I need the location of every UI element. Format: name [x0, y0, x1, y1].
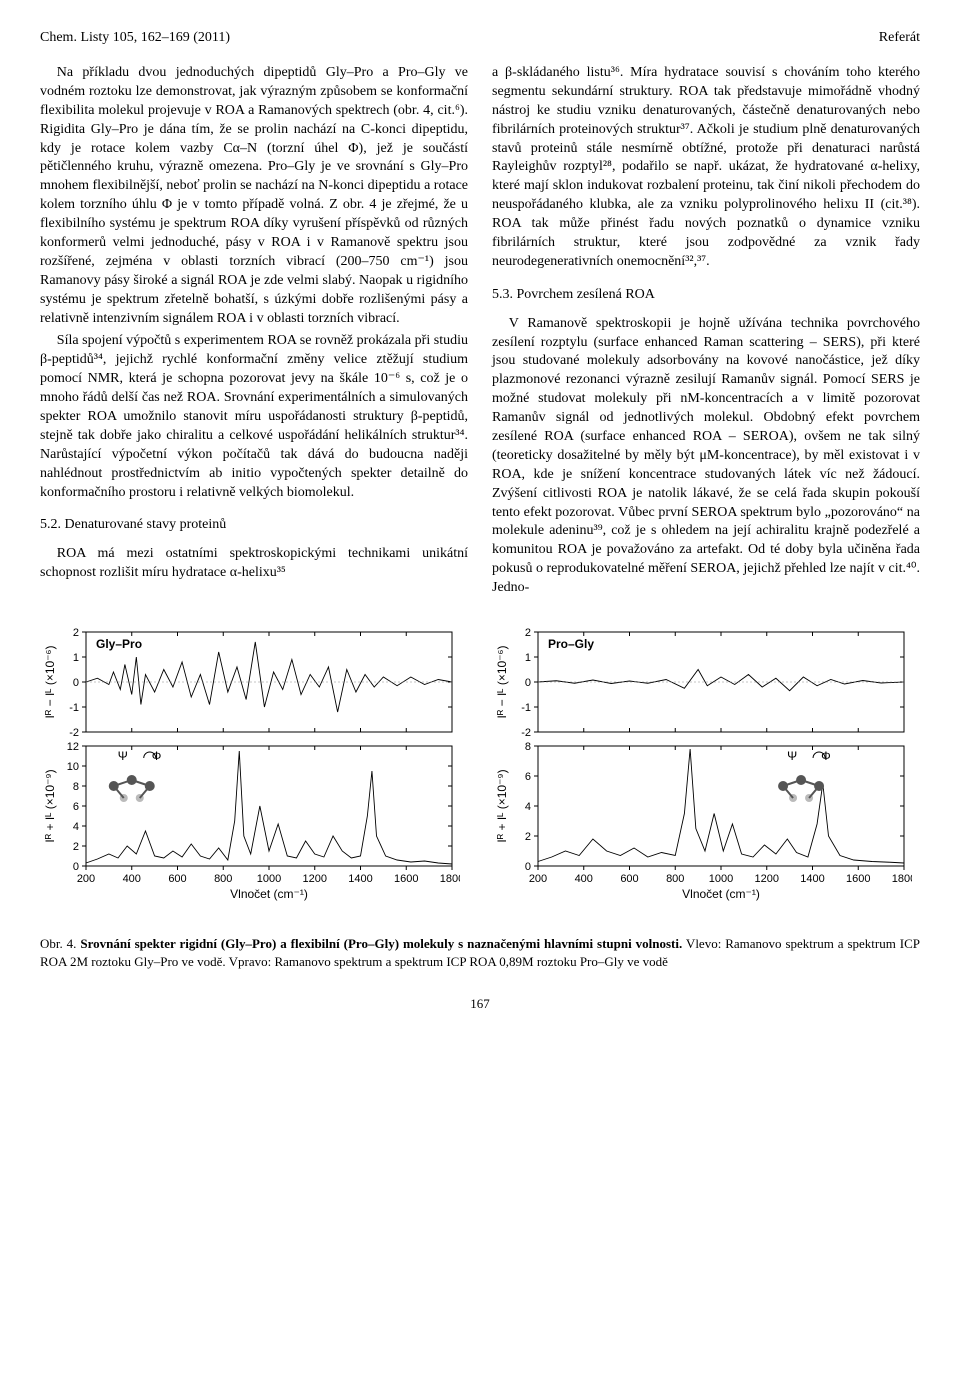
svg-text:800: 800: [666, 873, 684, 885]
section-heading-53: 5.3. Povrchem zesílená ROA: [492, 286, 920, 305]
svg-text:-2: -2: [69, 727, 79, 739]
para: a β-skládaného listu³⁶. Míra hydratace s…: [492, 64, 920, 272]
body-columns: Na příkladu dvou jednoduchých dipeptidů …: [40, 64, 920, 602]
svg-text:600: 600: [620, 873, 638, 885]
svg-text:1000: 1000: [709, 873, 733, 885]
caption-bold: Srovnání spekter rigidní (Gly–Pro) a fle…: [80, 936, 682, 951]
svg-text:Iᴿ − Iᴸ (×10⁻⁶): Iᴿ − Iᴸ (×10⁻⁶): [495, 646, 509, 719]
svg-text:Vlnočet (cm⁻¹): Vlnočet (cm⁻¹): [230, 887, 308, 901]
svg-text:200: 200: [77, 873, 95, 885]
svg-text:8: 8: [525, 741, 531, 753]
svg-text:0: 0: [525, 861, 531, 873]
chart-pro-gly: -2 -1 0 1 2 Iᴿ − Iᴸ (×10⁻⁶) Pro–Gly 0 2 4 6 8 Iᴿ + I…: [492, 626, 920, 921]
svg-text:0: 0: [73, 861, 79, 873]
svg-text:1200: 1200: [755, 873, 779, 885]
para: V Ramanově spektroskopii je hojně užíván…: [492, 315, 920, 598]
svg-text:1800: 1800: [892, 873, 912, 885]
svg-text:-2: -2: [521, 727, 531, 739]
svg-text:4: 4: [525, 801, 531, 813]
svg-text:Φ: Φ: [821, 749, 831, 763]
svg-text:1000: 1000: [257, 873, 281, 885]
svg-text:1600: 1600: [394, 873, 418, 885]
svg-text:Ψ: Ψ: [787, 749, 797, 763]
svg-text:800: 800: [214, 873, 232, 885]
svg-text:1400: 1400: [348, 873, 372, 885]
chart-gly-pro: -2-1012Iᴿ − Iᴸ (×10⁻⁶)Gly–Pro024681012Iᴿ…: [40, 626, 468, 921]
svg-text:Pro–Gly: Pro–Gly: [548, 637, 594, 651]
svg-text:Iᴿ + Iᴸ (×10⁻⁹): Iᴿ + Iᴸ (×10⁻⁹): [43, 769, 57, 842]
svg-text:12: 12: [67, 741, 79, 753]
svg-text:10: 10: [67, 761, 79, 773]
journal-ref: Chem. Listy 105, 162–169 (2011): [40, 30, 230, 46]
svg-text:8: 8: [73, 781, 79, 793]
section-heading-52: 5.2. Denaturované stavy proteinů: [40, 516, 468, 535]
svg-text:1600: 1600: [846, 873, 870, 885]
svg-text:400: 400: [123, 873, 141, 885]
svg-text:-1: -1: [69, 702, 79, 714]
svg-text:Φ: Φ: [152, 749, 162, 763]
svg-text:Iᴿ − Iᴸ (×10⁻⁶): Iᴿ − Iᴸ (×10⁻⁶): [43, 646, 57, 719]
page-number: 167: [40, 996, 920, 1012]
svg-text:Vlnočet (cm⁻¹): Vlnočet (cm⁻¹): [682, 887, 760, 901]
svg-text:2: 2: [525, 627, 531, 639]
figure-caption: Obr. 4. Srovnání spekter rigidní (Gly–Pr…: [40, 935, 920, 970]
para: Síla spojení výpočtů s experimentem ROA …: [40, 332, 468, 502]
svg-text:1800: 1800: [440, 873, 460, 885]
caption-prefix: Obr. 4.: [40, 936, 80, 951]
page-header: Chem. Listy 105, 162–169 (2011) Referát: [40, 30, 920, 46]
svg-text:Gly–Pro: Gly–Pro: [96, 637, 142, 651]
svg-text:-1: -1: [521, 702, 531, 714]
svg-text:2: 2: [73, 841, 79, 853]
para: Na příkladu dvou jednoduchých dipeptidů …: [40, 64, 468, 328]
svg-text:0: 0: [525, 677, 531, 689]
svg-text:Iᴿ + Iᴸ (×10⁻⁹): Iᴿ + Iᴸ (×10⁻⁹): [495, 769, 509, 842]
svg-text:2: 2: [525, 831, 531, 843]
right-column: a β-skládaného listu³⁶. Míra hydratace s…: [492, 64, 920, 602]
svg-text:6: 6: [73, 801, 79, 813]
svg-text:600: 600: [168, 873, 186, 885]
svg-text:200: 200: [529, 873, 547, 885]
svg-text:2: 2: [73, 627, 79, 639]
svg-text:Ψ: Ψ: [118, 749, 128, 763]
para: ROA má mezi ostatními spektroskopickými …: [40, 545, 468, 583]
svg-text:1: 1: [525, 652, 531, 664]
svg-text:400: 400: [575, 873, 593, 885]
svg-text:4: 4: [73, 821, 79, 833]
svg-text:1: 1: [73, 652, 79, 664]
svg-text:1200: 1200: [303, 873, 327, 885]
svg-text:6: 6: [525, 771, 531, 783]
figure-4: -2-1012Iᴿ − Iᴸ (×10⁻⁶)Gly–Pro024681012Iᴿ…: [40, 626, 920, 921]
svg-text:0: 0: [73, 677, 79, 689]
article-type: Referát: [879, 30, 920, 46]
svg-text:1400: 1400: [800, 873, 824, 885]
left-column: Na příkladu dvou jednoduchých dipeptidů …: [40, 64, 468, 602]
